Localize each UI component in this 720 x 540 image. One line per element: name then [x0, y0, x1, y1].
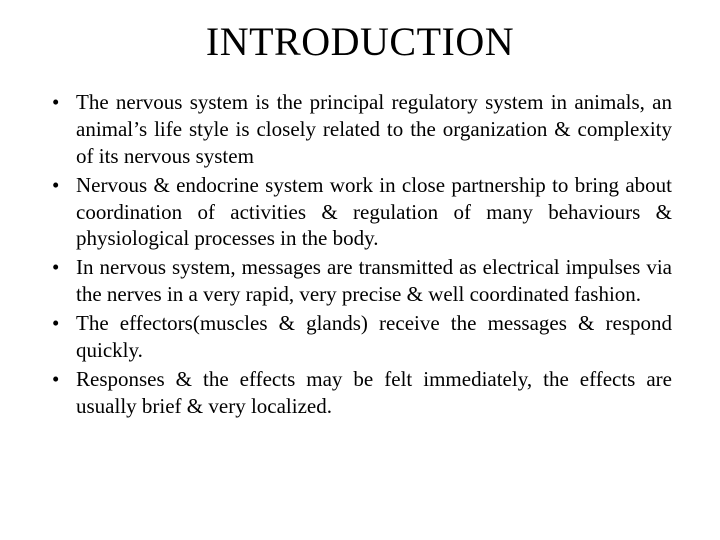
slide: INTRODUCTION The nervous system is the p… — [0, 0, 720, 540]
list-item: The nervous system is the principal regu… — [76, 89, 672, 170]
bullet-list: The nervous system is the principal regu… — [48, 89, 672, 420]
list-item: Nervous & endocrine system work in close… — [76, 172, 672, 253]
slide-title: INTRODUCTION — [48, 18, 672, 65]
list-item: The effectors(muscles & glands) receive … — [76, 310, 672, 364]
list-item: Responses & the effects may be felt imme… — [76, 366, 672, 420]
list-item: In nervous system, messages are transmit… — [76, 254, 672, 308]
